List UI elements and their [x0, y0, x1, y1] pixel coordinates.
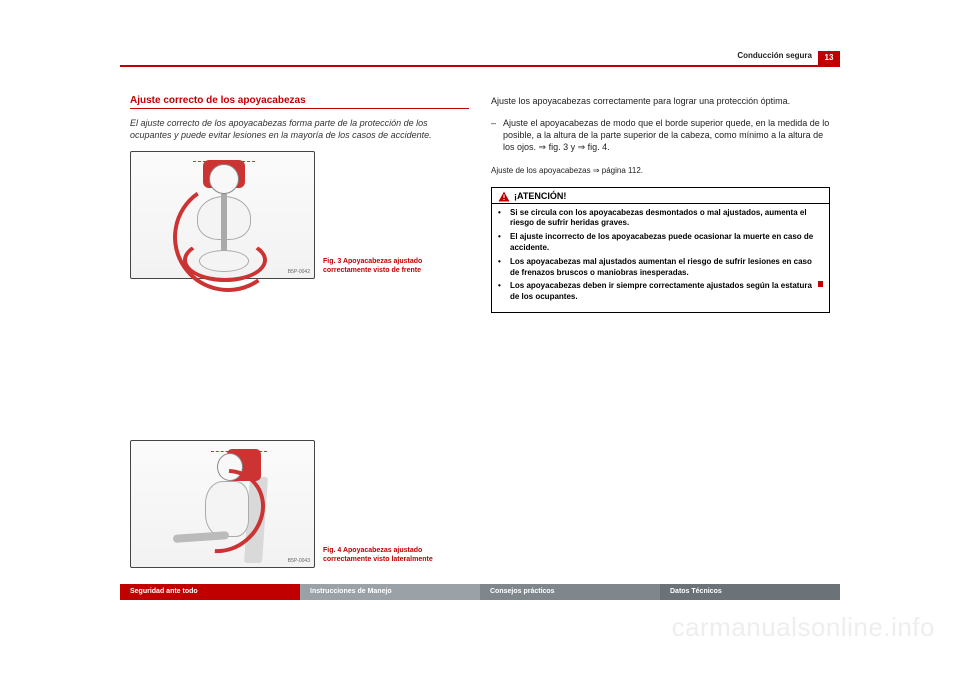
warning-header: ¡ATENCIÓN! [492, 188, 829, 203]
warning-item: Si se circula con los apoyacabezas desmo… [498, 208, 823, 230]
figure-3: B5P-0042 [130, 151, 315, 279]
section-title: Ajuste correcto de los apoyacabezas [130, 95, 469, 109]
figure-4-illustration [131, 441, 314, 567]
end-square-icon [818, 281, 823, 287]
figure-3-illustration [131, 152, 314, 278]
figure-4-row: B5P-0043 Fig. 4 Apoyacabezas ajustado co… [130, 440, 469, 568]
page-number: 13 [818, 51, 840, 65]
footer-tab-consejos[interactable]: Consejos prácticos [480, 584, 660, 600]
page: Conducción segura 13 Ajuste correcto de … [120, 65, 840, 600]
figure-4-caption: Fig. 4 Apoyacabezas ajustado correctamen… [323, 546, 469, 568]
footer-tab-seguridad[interactable]: Seguridad ante todo [120, 584, 300, 600]
footer-tab-datos[interactable]: Datos Técnicos [660, 584, 840, 600]
header-rule [120, 65, 840, 67]
dash-icon: – [491, 117, 503, 153]
figure-3-code: B5P-0042 [288, 269, 310, 275]
instruction-bullet: – Ajuste el apoyacabezas de modo que el … [491, 117, 830, 153]
watermark: carmanualsonline.info [672, 612, 935, 643]
instruction-text: Ajuste el apoyacabezas de modo que el bo… [503, 117, 830, 153]
paragraph-1: Ajuste los apoyacabezas correctamente pa… [491, 95, 830, 107]
header-title: Conducción segura [737, 51, 812, 60]
warning-triangle-icon [498, 191, 510, 202]
cross-reference: Ajuste de los apoyacabezas ⇒ página 112. [491, 166, 830, 175]
warning-body: Si se circula con los apoyacabezas desmo… [492, 204, 829, 312]
figure-4: B5P-0043 [130, 440, 315, 568]
warning-box: ¡ATENCIÓN! Si se circula con los apoyaca… [491, 187, 830, 313]
footer-nav: Seguridad ante todo Instrucciones de Man… [120, 584, 840, 600]
warning-item: Los apoyacabezas deben ir siempre correc… [498, 281, 823, 303]
right-column: Ajuste los apoyacabezas correctamente pa… [491, 95, 830, 580]
warning-title: ¡ATENCIÓN! [514, 191, 566, 201]
warning-item: El ajuste incorrecto de los apoyacabezas… [498, 232, 823, 254]
intro-text: El ajuste correcto de los apoyacabezas f… [130, 117, 469, 141]
figure-4-code: B5P-0043 [288, 558, 310, 564]
figure-3-caption: Fig. 3 Apoyacabezas ajustado correctamen… [323, 257, 469, 279]
footer-tab-instrucciones[interactable]: Instrucciones de Manejo [300, 584, 480, 600]
content-area: Ajuste correcto de los apoyacabezas El a… [130, 95, 830, 580]
warning-item: Los apoyacabezas mal ajustados aumentan … [498, 257, 823, 279]
figure-3-row: B5P-0042 Fig. 3 Apoyacabezas ajustado co… [130, 151, 469, 279]
left-column: Ajuste correcto de los apoyacabezas El a… [130, 95, 469, 580]
